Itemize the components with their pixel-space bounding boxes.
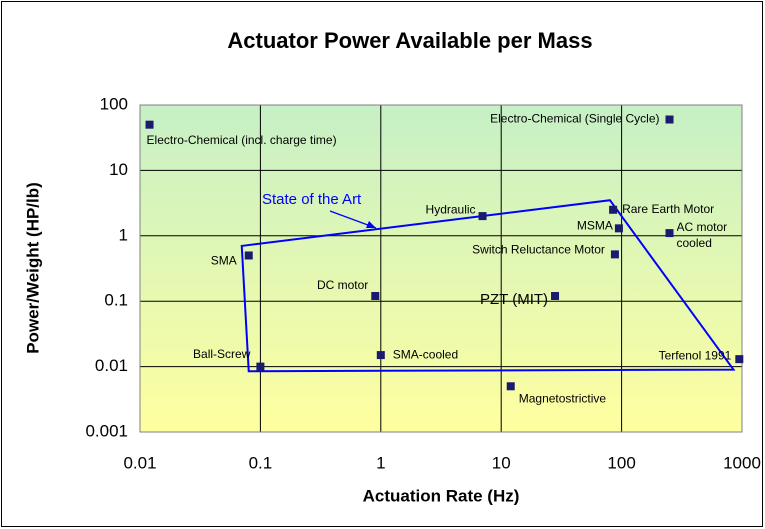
region-arrowhead [366, 221, 376, 228]
point [371, 292, 380, 301]
point-label: Hydraulic [426, 202, 476, 216]
chart-title: Actuator Power Available per Mass [227, 28, 592, 53]
plot-border [139, 104, 743, 433]
point [506, 382, 515, 391]
point [244, 251, 253, 260]
point [735, 355, 744, 364]
point [614, 224, 623, 233]
point-label-text: AC motor cooled [676, 220, 728, 251]
point-label: SMA-cooled [393, 347, 458, 361]
x-tick-label: 0.1 [249, 453, 273, 472]
point [609, 205, 618, 214]
point [145, 120, 154, 129]
y-tick-label: 1 [119, 225, 128, 244]
y-tick-label: 10 [109, 160, 128, 179]
point-label: MSMA [577, 219, 613, 233]
point-label: Switch Reluctance Motor [472, 243, 605, 257]
point [665, 229, 674, 238]
state-of-art-region [240, 199, 736, 373]
y-tick-label: 0.01 [95, 356, 128, 375]
region-label: State of the Art [262, 191, 362, 208]
point-label: AC motor cooled [676, 220, 728, 251]
x-tick-label: 1 [376, 453, 385, 472]
point-label: Electro-Chemical (incl. charge time) [147, 133, 337, 147]
x-tick-label: 0.01 [123, 453, 156, 472]
x-tick-label: 100 [607, 453, 635, 472]
y-tick-label: 100 [100, 94, 128, 113]
y-tick-label: 0.001 [85, 421, 128, 440]
point [256, 362, 265, 371]
point [376, 351, 385, 360]
x-axis-label: Actuation Rate (Hz) [363, 486, 520, 505]
point [551, 292, 560, 301]
point-label: Ball-Screw [193, 347, 251, 361]
plot-area [140, 105, 742, 432]
y-tick-label: 0.1 [104, 291, 128, 310]
point-label: DC motor [317, 278, 368, 292]
point-label: Electro-Chemical (Single Cycle) [490, 112, 659, 126]
x-tick-label: 10 [492, 453, 511, 472]
point-label: PZT (MIT) [480, 291, 548, 308]
point-label: Magnetostrictive [519, 391, 607, 405]
point-label: Rare Earth Motor [622, 202, 714, 216]
point [665, 115, 674, 124]
point-label: SMA [211, 254, 237, 268]
y-axis-label: Power/Weight (HP/lb) [23, 182, 42, 354]
x-tick-label: 1000 [723, 453, 761, 472]
point [610, 250, 619, 259]
point-label: Terfenol 1991 [659, 348, 732, 362]
point [478, 212, 487, 221]
